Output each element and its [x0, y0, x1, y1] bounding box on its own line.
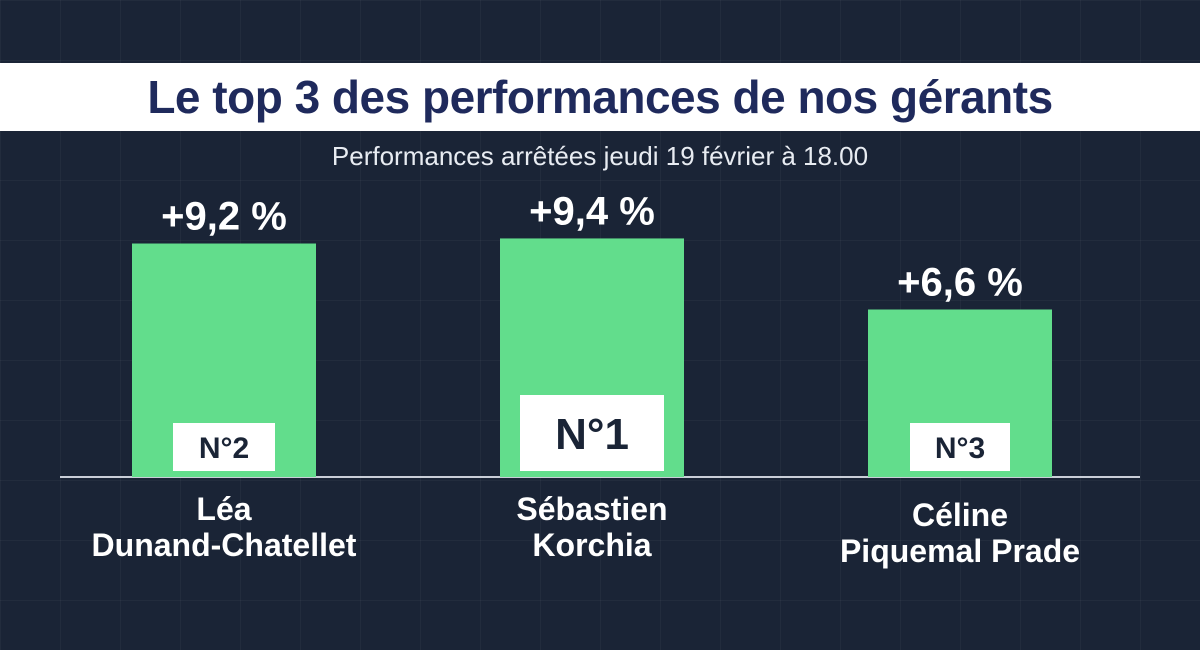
rank-label-2: N°1 [555, 410, 629, 459]
name-label-1-line-1: Léa [196, 491, 251, 527]
chart-title: Le top 3 des performances de nos gérants [147, 71, 1053, 123]
rank-box-3 [910, 423, 1010, 471]
name-label-3-line-2: Piquemal Prade [840, 533, 1080, 569]
name-label-3-line-1: Céline [912, 497, 1008, 533]
title-band: Le top 3 des performances de nos gérants [0, 63, 1200, 131]
rank-label-1: N°2 [199, 432, 249, 465]
value-label-2: +9,4 % [529, 189, 655, 233]
value-label-1: +9,2 % [161, 195, 287, 239]
name-label-2-line-1: Sébastien [516, 491, 667, 527]
chart-subtitle: Performances arrêtées jeudi 19 février à… [331, 141, 869, 171]
name-label-2-line-2: Korchia [532, 527, 651, 563]
rank-box-1 [173, 423, 275, 471]
value-label-3: +6,6 % [897, 261, 1023, 305]
rank-box-2 [520, 395, 664, 471]
rank-label-3: N°3 [935, 432, 985, 465]
name-label-1-line-2: Dunand-Chatellet [92, 527, 357, 563]
